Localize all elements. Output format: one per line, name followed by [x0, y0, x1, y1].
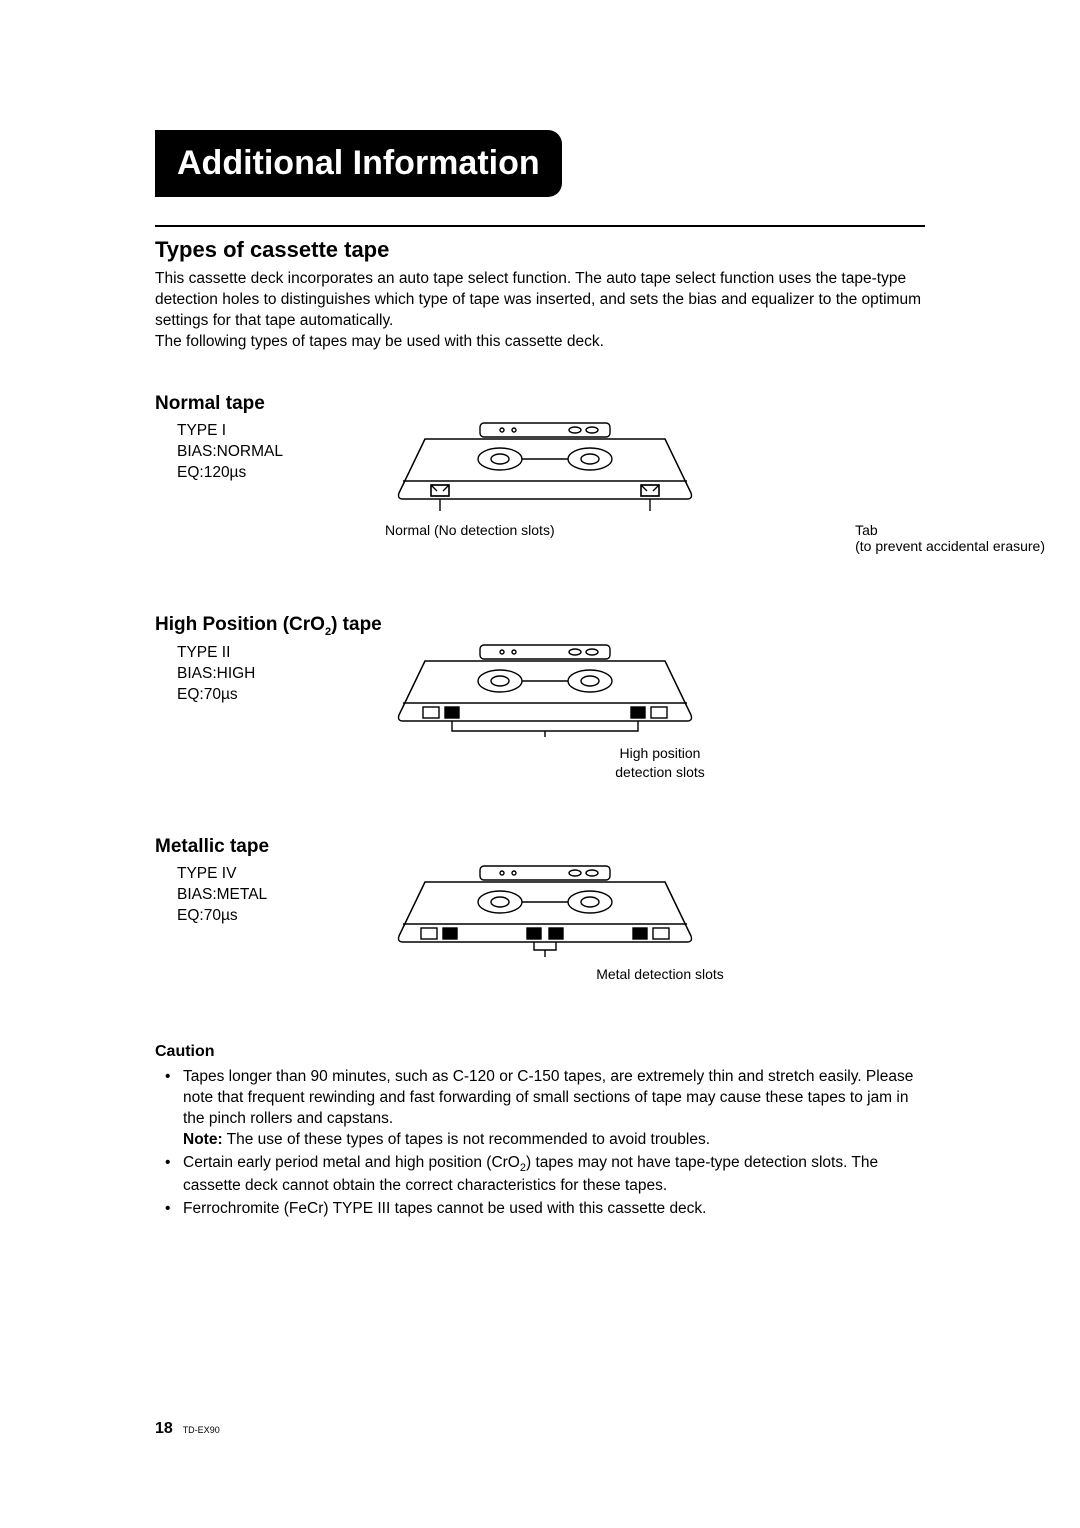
banner-title: Additional Information: [177, 144, 540, 182]
normal-specs: TYPE I BIAS:NORMAL EQ:120µs: [177, 421, 395, 484]
subsection-title: Types of cassette tape: [155, 237, 925, 263]
model-code: TD-EX90: [183, 1425, 220, 1435]
normal-bias: BIAS:NORMAL: [177, 442, 395, 463]
metal-heading: Metallic tape: [155, 836, 925, 858]
metal-cassette-diagram: [395, 864, 695, 959]
caution-1-text: Tapes longer than 90 minutes, such as C-…: [183, 1068, 913, 1127]
metal-bias: BIAS:METAL: [177, 885, 395, 906]
caution-item: Ferrochromite (FeCr) TYPE III tapes cann…: [155, 1199, 925, 1220]
high-caption-l2: detection slots: [395, 763, 925, 781]
high-tape-section: High Position (CrO2) tape TYPE II BIAS:H…: [155, 614, 925, 781]
caution-1-note-label: Note:: [183, 1131, 223, 1148]
high-eq: EQ:70µs: [177, 685, 395, 706]
caution-item: Tapes longer than 90 minutes, such as C-…: [155, 1067, 925, 1151]
caution-list: Tapes longer than 90 minutes, such as C-…: [155, 1067, 925, 1219]
high-type: TYPE II: [177, 643, 395, 664]
caution-item: Certain early period metal and high posi…: [155, 1153, 925, 1197]
high-heading-suffix: ) tape: [331, 614, 382, 635]
high-heading-prefix: High Position (CrO: [155, 614, 325, 635]
caution-3-text: Ferrochromite (FeCr) TYPE III tapes cann…: [183, 1200, 707, 1217]
high-bias: BIAS:HIGH: [177, 664, 395, 685]
normal-caption-left: Normal (No detection slots): [385, 522, 555, 554]
divider: [155, 225, 925, 227]
metal-type: TYPE IV: [177, 864, 395, 885]
metal-eq: EQ:70µs: [177, 906, 395, 927]
page-footer: 18 TD-EX90: [155, 1420, 220, 1438]
high-heading: High Position (CrO2) tape: [155, 614, 925, 638]
normal-tape-section: Normal tape TYPE I BIAS:NORMAL EQ:120µs: [155, 393, 925, 554]
high-caption: High position detection slots: [395, 744, 925, 780]
intro-text: This cassette deck incorporates an auto …: [155, 269, 925, 353]
metal-specs: TYPE IV BIAS:METAL EQ:70µs: [177, 864, 395, 927]
caution-2-prefix: Certain early period metal and high posi…: [183, 1154, 520, 1171]
high-specs: TYPE II BIAS:HIGH EQ:70µs: [177, 643, 395, 706]
high-caption-l1: High position: [395, 744, 925, 762]
intro-p1: This cassette deck incorporates an auto …: [155, 270, 921, 329]
normal-cassette-diagram: [395, 421, 695, 516]
normal-heading: Normal tape: [155, 393, 925, 415]
page-number: 18: [155, 1420, 173, 1437]
intro-p2: The following types of tapes may be used…: [155, 333, 604, 350]
section-banner: Additional Information: [155, 130, 562, 197]
normal-type: TYPE I: [177, 421, 395, 442]
normal-eq: EQ:120µs: [177, 463, 395, 484]
normal-caption-right-2: (to prevent accidental erasure): [855, 538, 1045, 554]
metal-tape-section: Metallic tape TYPE IV BIAS:METAL EQ:70µs: [155, 836, 925, 983]
caution-heading: Caution: [155, 1043, 925, 1061]
normal-captions: Normal (No detection slots) Tab (to prev…: [395, 522, 925, 554]
high-cassette-diagram: [395, 643, 695, 738]
metal-caption: Metal detection slots: [395, 965, 925, 983]
normal-caption-right-1: Tab: [855, 522, 1045, 538]
caution-1-note-text: The use of these types of tapes is not r…: [223, 1131, 710, 1148]
